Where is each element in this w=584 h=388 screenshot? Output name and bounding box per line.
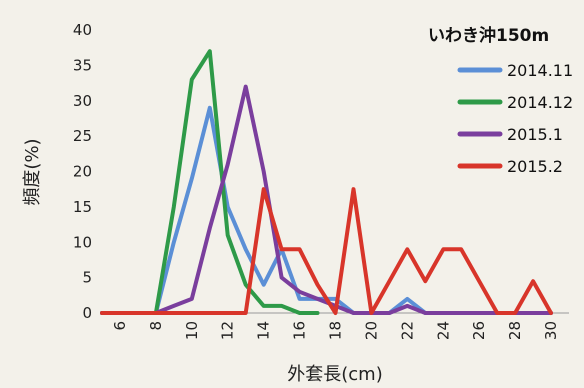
x-tick-label: 18 — [327, 321, 345, 340]
x-tick-label: 14 — [255, 321, 273, 340]
x-tick-label: 26 — [470, 321, 488, 340]
x-tick-label: 28 — [506, 321, 524, 340]
y-tick-label: 5 — [82, 269, 92, 287]
x-tick-label: 8 — [147, 321, 165, 331]
y-axis-title: 頻度(%) — [22, 138, 43, 205]
legend-label: 2014.12 — [507, 93, 573, 112]
y-tick-label: 20 — [73, 163, 92, 181]
series-lines — [100, 49, 553, 315]
x-tick-label: 24 — [434, 321, 452, 340]
y-tick-label: 25 — [73, 127, 92, 145]
legend-label: 2014.11 — [507, 61, 573, 80]
legend-title: いわき沖150m — [428, 25, 549, 46]
y-tick-label: 35 — [73, 56, 92, 74]
series-line-2015.2 — [100, 187, 553, 315]
x-tick-label: 10 — [183, 321, 201, 340]
legend: いわき沖150m 2014.11 2014.12 2015.1 2015.2 — [428, 25, 573, 176]
x-tick-label: 6 — [111, 321, 129, 331]
x-tick-label: 16 — [291, 321, 309, 340]
y-tick-label: 0 — [82, 304, 92, 322]
y-tick-label: 30 — [73, 92, 92, 110]
y-tick-label: 15 — [73, 198, 92, 216]
y-tick-label: 10 — [73, 233, 92, 251]
x-tick-label: 20 — [362, 321, 380, 340]
x-tick-labels: 6 8 10 12 14 16 18 20 22 24 26 28 30 — [111, 321, 560, 340]
legend-label: 2015.1 — [507, 125, 563, 144]
x-axis-title: 外套長(cm) — [287, 364, 382, 385]
x-tick-label: 30 — [542, 321, 560, 340]
legend-label: 2015.2 — [507, 157, 563, 176]
x-tick-label: 12 — [219, 321, 237, 340]
legend-items: 2014.11 2014.12 2015.1 2015.2 — [457, 61, 573, 176]
y-tick-labels: 0 5 10 15 20 25 30 35 40 — [73, 21, 92, 322]
x-tick-label: 22 — [398, 321, 416, 340]
y-tick-label: 40 — [73, 21, 92, 39]
